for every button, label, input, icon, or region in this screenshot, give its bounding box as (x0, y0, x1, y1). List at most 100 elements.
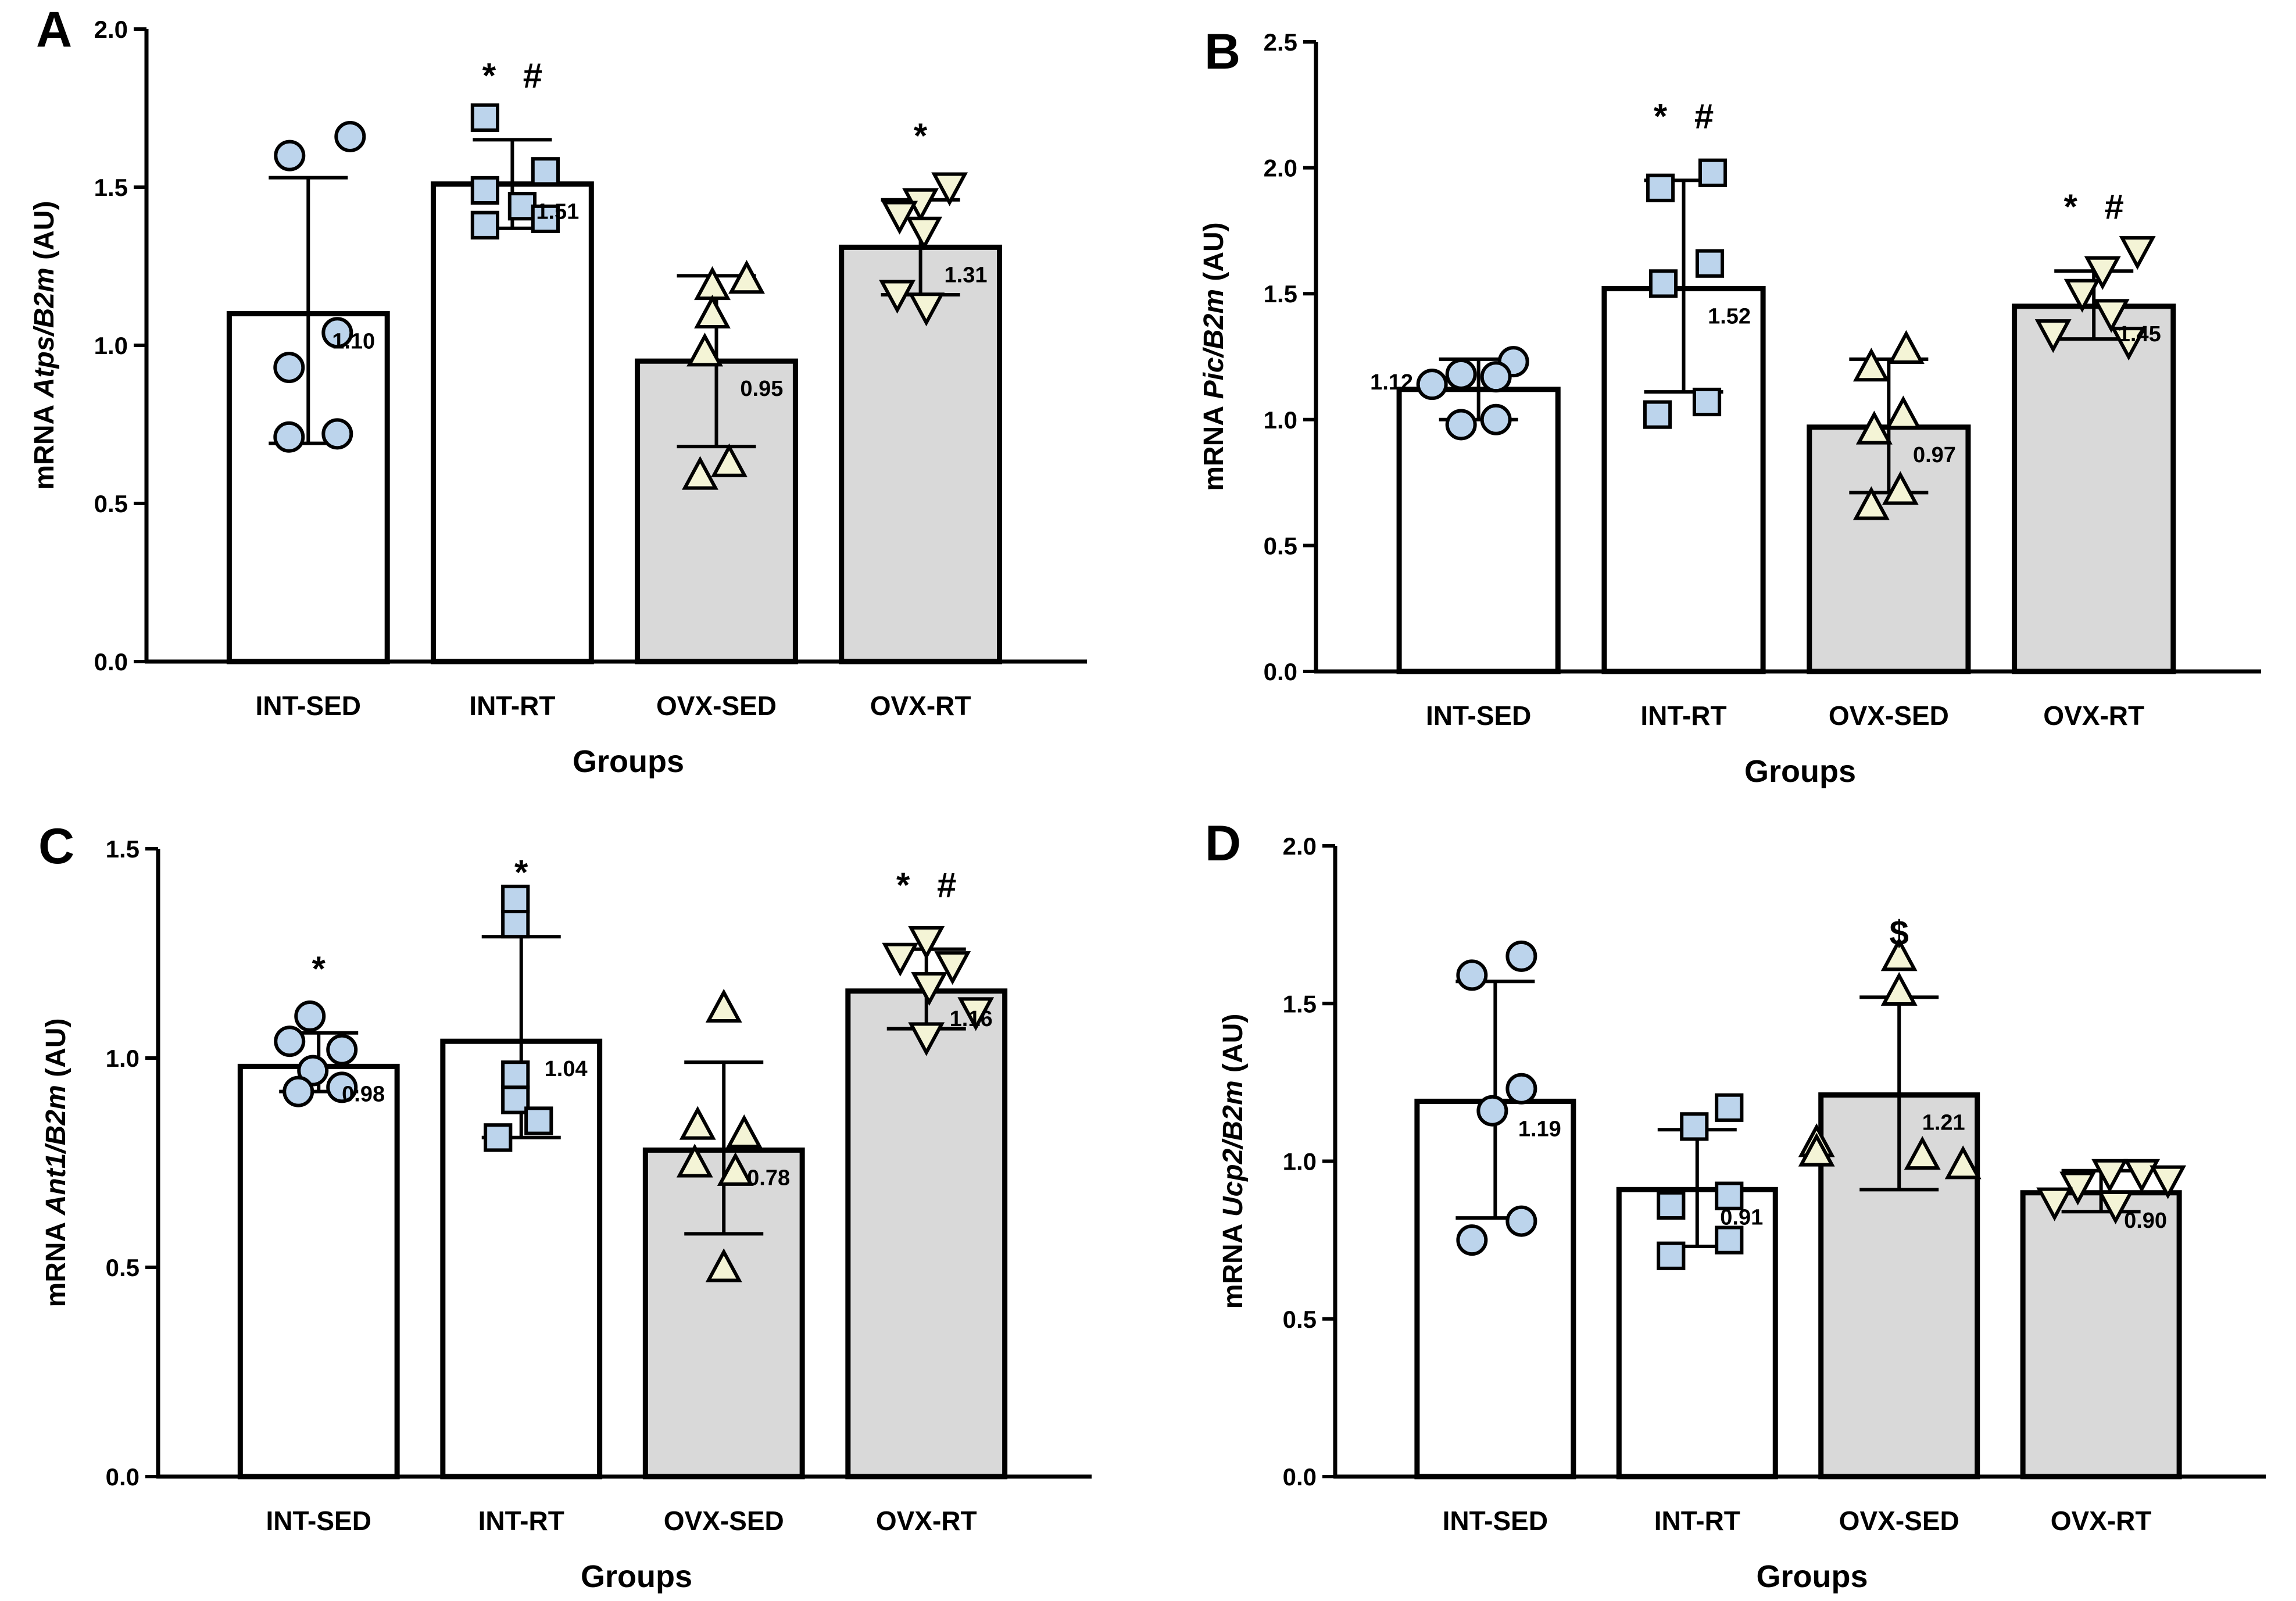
y-tick-label: 2.5 (1264, 28, 1297, 56)
data-point (679, 1106, 716, 1140)
y-axis-label: mRNA Pic/B2m (AU) (1199, 222, 1229, 491)
y-axis-label-gene: Ucp2/B2m (1218, 1080, 1249, 1217)
x-tick-label: INT-SED (1426, 701, 1531, 731)
data-point (1904, 1135, 1941, 1170)
data-point (728, 260, 765, 294)
data-point (711, 443, 748, 477)
x-tick-label: INT-SED (256, 691, 361, 721)
data-point (1882, 471, 1919, 505)
x-tick-label: OVX-SED (656, 691, 777, 721)
bar-int-sed (1396, 387, 1561, 674)
data-point (297, 1055, 329, 1087)
y-tick-label: 0.0 (1264, 658, 1297, 685)
data-point (484, 1123, 513, 1152)
data-point (1715, 1093, 1744, 1122)
data-point (908, 925, 945, 960)
data-point (2123, 1159, 2161, 1193)
data-point (1445, 409, 1477, 441)
x-axis-label: Groups (1756, 1559, 1868, 1594)
data-point (274, 1025, 306, 1057)
bar-int-sed (1414, 1098, 1576, 1480)
y-tick-label: 0.5 (94, 490, 128, 517)
data-point (1456, 1224, 1488, 1256)
y-tick-label: 0.0 (94, 648, 128, 676)
data-point (882, 942, 919, 977)
data-point (501, 910, 530, 939)
data-point (1698, 158, 1728, 187)
significance-marker: * (914, 116, 928, 155)
bar-ovx-rt (839, 244, 1003, 664)
y-axis-label-suffix: (AU) (1199, 222, 1229, 289)
data-point (326, 1034, 358, 1066)
x-tick-label: OVX-RT (2051, 1506, 2152, 1536)
x-tick-label: OVX-SED (664, 1506, 784, 1536)
data-point (470, 210, 500, 240)
x-tick-label: INT-RT (469, 691, 555, 721)
data-point (705, 988, 742, 1023)
bar-ovx-rt (845, 988, 1008, 1480)
value-label: 0.91 (1720, 1205, 1763, 1230)
data-point (2093, 299, 2130, 333)
data-point (1692, 387, 1722, 417)
data-point (326, 1071, 358, 1103)
y-tick-label: 1.0 (1264, 406, 1297, 434)
y-axis-label: mRNA Ucp2/B2m (AU) (1218, 1014, 1249, 1309)
y-tick-label: 1.5 (94, 174, 128, 201)
x-tick-label: OVX-SED (1839, 1506, 1959, 1536)
data-point (321, 317, 353, 349)
data-point (1944, 1145, 1982, 1180)
y-axis-label-prefix: mRNA (1218, 1217, 1249, 1309)
bar-ovx-rt (2012, 303, 2176, 674)
panel-label: B (1204, 24, 1240, 80)
value-label: 1.51 (536, 200, 579, 224)
data-point (2034, 319, 2072, 353)
data-point (1505, 1073, 1537, 1105)
data-point (274, 140, 306, 171)
data-point (906, 216, 943, 251)
data-point (334, 120, 366, 152)
data-point (705, 1248, 742, 1282)
data-point (470, 103, 500, 132)
value-label: 0.95 (740, 377, 783, 401)
y-axis-label-gene: Atps/B2m (29, 267, 60, 398)
data-point (273, 421, 305, 453)
y-tick-label: 1.5 (106, 835, 140, 863)
value-label: 0.98 (342, 1082, 385, 1106)
value-label: 1.31 (945, 263, 988, 287)
data-point (1505, 940, 1537, 972)
panel-label: D (1205, 816, 1241, 871)
bar-int-rt (430, 181, 594, 664)
data-point (957, 997, 995, 1031)
data-point (694, 294, 731, 329)
data-point (282, 1075, 314, 1107)
value-label: 1.45 (2118, 322, 2161, 346)
significance-marker: * # (2064, 187, 2124, 226)
data-point (879, 280, 916, 314)
x-tick-label: INT-RT (1640, 701, 1726, 731)
x-tick-label: OVX-SED (1829, 701, 1949, 731)
y-axis-label-prefix: mRNA (41, 1215, 71, 1307)
data-point (1648, 269, 1678, 298)
y-axis-label: mRNA Ant1/B2m (AU) (41, 1019, 71, 1307)
data-point (1657, 1241, 1686, 1270)
y-axis-label: mRNA Atps/B2m (AU) (29, 201, 60, 490)
data-point (1480, 403, 1512, 435)
data-point (686, 333, 723, 367)
value-label: 1.19 (1518, 1117, 1561, 1141)
data-point (908, 1022, 945, 1056)
data-point (1887, 330, 1925, 364)
panel-d: D 0.0 0.5 1.0 1.5 2.0 mRNA Ucp2/B2m (AU) Groups… (1205, 816, 2266, 1594)
value-label: 1.10 (332, 330, 375, 354)
y-tick-label: 0.0 (1283, 1463, 1317, 1491)
data-point (1643, 400, 1672, 429)
data-point (273, 352, 305, 384)
data-point (1476, 1095, 1508, 1127)
significance-marker: * # (482, 56, 542, 95)
data-point (2119, 236, 2156, 270)
data-point (501, 1085, 530, 1114)
y-tick-label: 2.0 (1283, 832, 1317, 860)
data-point (531, 157, 560, 186)
data-point (2036, 1187, 2073, 1221)
value-label: 0.78 (747, 1166, 790, 1190)
